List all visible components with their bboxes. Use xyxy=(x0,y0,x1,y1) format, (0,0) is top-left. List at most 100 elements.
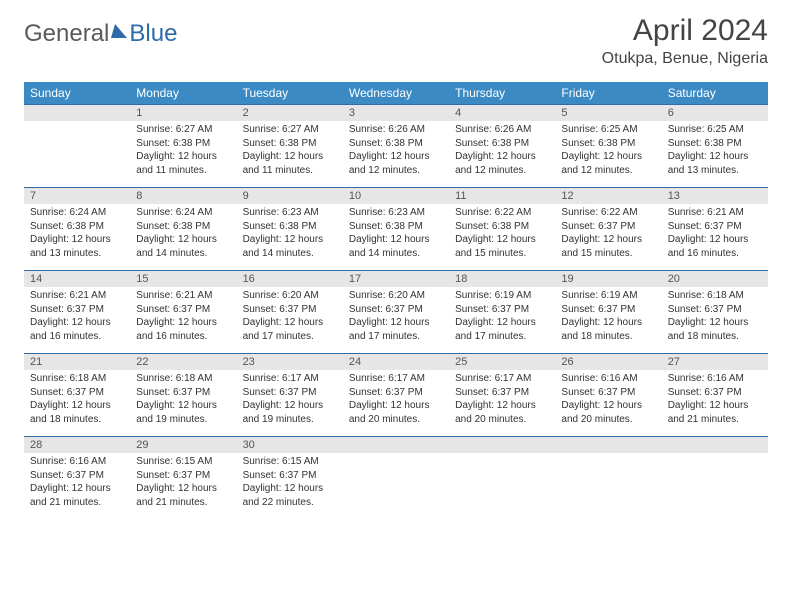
day-cell xyxy=(555,436,661,511)
week-row: 28Sunrise: 6:16 AMSunset: 6:37 PMDayligh… xyxy=(24,436,768,519)
sunrise-text: Sunrise: 6:23 AM xyxy=(349,206,443,220)
daylight-text: Daylight: 12 hours and 14 minutes. xyxy=(349,233,443,260)
sunset-text: Sunset: 6:37 PM xyxy=(136,469,230,483)
day-cell: 17Sunrise: 6:20 AMSunset: 6:37 PMDayligh… xyxy=(343,270,449,353)
date-number: 19 xyxy=(555,271,661,287)
calendar-cell: 25Sunrise: 6:17 AMSunset: 6:37 PMDayligh… xyxy=(449,353,555,436)
day-cell: 5Sunrise: 6:25 AMSunset: 6:38 PMDaylight… xyxy=(555,104,661,187)
day-cell: 14Sunrise: 6:21 AMSunset: 6:37 PMDayligh… xyxy=(24,270,130,353)
day-cell: 3Sunrise: 6:26 AMSunset: 6:38 PMDaylight… xyxy=(343,104,449,187)
daylight-text: Daylight: 12 hours and 11 minutes. xyxy=(243,150,337,177)
sunset-text: Sunset: 6:37 PM xyxy=(349,303,443,317)
daylight-text: Daylight: 12 hours and 20 minutes. xyxy=(561,399,655,426)
sunrise-text: Sunrise: 6:15 AM xyxy=(136,455,230,469)
page-header: General Blue April 2024 Otukpa, Benue, N… xyxy=(24,14,768,68)
day-detail: Sunrise: 6:25 AMSunset: 6:38 PMDaylight:… xyxy=(662,121,768,187)
daylight-text: Daylight: 12 hours and 16 minutes. xyxy=(668,233,762,260)
sunset-text: Sunset: 6:38 PM xyxy=(561,137,655,151)
calendar-cell: 7Sunrise: 6:24 AMSunset: 6:38 PMDaylight… xyxy=(24,187,130,270)
day-cell xyxy=(24,104,130,179)
sunrise-text: Sunrise: 6:27 AM xyxy=(136,123,230,137)
sunset-text: Sunset: 6:37 PM xyxy=(243,469,337,483)
sunset-text: Sunset: 6:37 PM xyxy=(243,303,337,317)
day-cell: 26Sunrise: 6:16 AMSunset: 6:37 PMDayligh… xyxy=(555,353,661,436)
daylight-text: Daylight: 12 hours and 21 minutes. xyxy=(136,482,230,509)
week-row: 7Sunrise: 6:24 AMSunset: 6:38 PMDaylight… xyxy=(24,187,768,270)
day-cell: 8Sunrise: 6:24 AMSunset: 6:38 PMDaylight… xyxy=(130,187,236,270)
day-cell: 20Sunrise: 6:18 AMSunset: 6:37 PMDayligh… xyxy=(662,270,768,353)
sunset-text: Sunset: 6:37 PM xyxy=(668,386,762,400)
sunset-text: Sunset: 6:37 PM xyxy=(668,303,762,317)
calendar-cell: 2Sunrise: 6:27 AMSunset: 6:38 PMDaylight… xyxy=(237,104,343,187)
week-row: 21Sunrise: 6:18 AMSunset: 6:37 PMDayligh… xyxy=(24,353,768,436)
sunrise-text: Sunrise: 6:21 AM xyxy=(136,289,230,303)
day-detail: Sunrise: 6:18 AMSunset: 6:37 PMDaylight:… xyxy=(24,370,130,436)
day-detail: Sunrise: 6:27 AMSunset: 6:38 PMDaylight:… xyxy=(237,121,343,187)
calendar-cell: 11Sunrise: 6:22 AMSunset: 6:38 PMDayligh… xyxy=(449,187,555,270)
sunrise-text: Sunrise: 6:19 AM xyxy=(455,289,549,303)
calendar-cell: 21Sunrise: 6:18 AMSunset: 6:37 PMDayligh… xyxy=(24,353,130,436)
day-cell: 25Sunrise: 6:17 AMSunset: 6:37 PMDayligh… xyxy=(449,353,555,436)
sunrise-text: Sunrise: 6:18 AM xyxy=(668,289,762,303)
calendar-page: General Blue April 2024 Otukpa, Benue, N… xyxy=(0,0,792,533)
sunset-text: Sunset: 6:37 PM xyxy=(30,386,124,400)
sunrise-text: Sunrise: 6:21 AM xyxy=(30,289,124,303)
calendar-cell: 10Sunrise: 6:23 AMSunset: 6:38 PMDayligh… xyxy=(343,187,449,270)
date-number: 25 xyxy=(449,354,555,370)
sunset-text: Sunset: 6:37 PM xyxy=(136,303,230,317)
date-number: 23 xyxy=(237,354,343,370)
sunset-text: Sunset: 6:37 PM xyxy=(136,386,230,400)
day-detail xyxy=(24,121,130,179)
daylight-text: Daylight: 12 hours and 19 minutes. xyxy=(243,399,337,426)
sunset-text: Sunset: 6:38 PM xyxy=(136,220,230,234)
sunset-text: Sunset: 6:38 PM xyxy=(455,220,549,234)
day-cell: 27Sunrise: 6:16 AMSunset: 6:37 PMDayligh… xyxy=(662,353,768,436)
title-block: April 2024 Otukpa, Benue, Nigeria xyxy=(602,14,768,68)
day-cell: 9Sunrise: 6:23 AMSunset: 6:38 PMDaylight… xyxy=(237,187,343,270)
calendar-cell xyxy=(662,436,768,519)
day-header: Wednesday xyxy=(343,82,449,104)
calendar-cell: 15Sunrise: 6:21 AMSunset: 6:37 PMDayligh… xyxy=(130,270,236,353)
date-number: 30 xyxy=(237,437,343,453)
date-number: 22 xyxy=(130,354,236,370)
day-cell: 22Sunrise: 6:18 AMSunset: 6:37 PMDayligh… xyxy=(130,353,236,436)
date-number: 12 xyxy=(555,188,661,204)
day-detail: Sunrise: 6:16 AMSunset: 6:37 PMDaylight:… xyxy=(555,370,661,436)
location-text: Otukpa, Benue, Nigeria xyxy=(602,50,768,68)
date-number: 26 xyxy=(555,354,661,370)
calendar-cell: 13Sunrise: 6:21 AMSunset: 6:37 PMDayligh… xyxy=(662,187,768,270)
daylight-text: Daylight: 12 hours and 14 minutes. xyxy=(136,233,230,260)
date-number: 18 xyxy=(449,271,555,287)
daylight-text: Daylight: 12 hours and 14 minutes. xyxy=(243,233,337,260)
date-number: 28 xyxy=(24,437,130,453)
sunset-text: Sunset: 6:37 PM xyxy=(455,303,549,317)
day-detail: Sunrise: 6:19 AMSunset: 6:37 PMDaylight:… xyxy=(449,287,555,353)
day-detail: Sunrise: 6:16 AMSunset: 6:37 PMDaylight:… xyxy=(24,453,130,519)
month-title: April 2024 xyxy=(602,14,768,48)
date-number: 13 xyxy=(662,188,768,204)
sunset-text: Sunset: 6:37 PM xyxy=(561,386,655,400)
day-cell: 28Sunrise: 6:16 AMSunset: 6:37 PMDayligh… xyxy=(24,436,130,519)
logo: General Blue xyxy=(24,20,177,48)
day-detail: Sunrise: 6:25 AMSunset: 6:38 PMDaylight:… xyxy=(555,121,661,187)
day-detail: Sunrise: 6:27 AMSunset: 6:38 PMDaylight:… xyxy=(130,121,236,187)
sunrise-text: Sunrise: 6:25 AM xyxy=(561,123,655,137)
day-cell xyxy=(662,436,768,511)
day-cell: 16Sunrise: 6:20 AMSunset: 6:37 PMDayligh… xyxy=(237,270,343,353)
daylight-text: Daylight: 12 hours and 21 minutes. xyxy=(668,399,762,426)
calendar-cell xyxy=(555,436,661,519)
calendar-cell: 30Sunrise: 6:15 AMSunset: 6:37 PMDayligh… xyxy=(237,436,343,519)
calendar-cell: 27Sunrise: 6:16 AMSunset: 6:37 PMDayligh… xyxy=(662,353,768,436)
sunrise-text: Sunrise: 6:20 AM xyxy=(349,289,443,303)
daylight-text: Daylight: 12 hours and 12 minutes. xyxy=(349,150,443,177)
day-detail: Sunrise: 6:21 AMSunset: 6:37 PMDaylight:… xyxy=(130,287,236,353)
sunrise-text: Sunrise: 6:15 AM xyxy=(243,455,337,469)
sunset-text: Sunset: 6:37 PM xyxy=(30,469,124,483)
daylight-text: Daylight: 12 hours and 12 minutes. xyxy=(561,150,655,177)
sunrise-text: Sunrise: 6:18 AM xyxy=(136,372,230,386)
day-header: Sunday xyxy=(24,82,130,104)
date-number: 11 xyxy=(449,188,555,204)
day-detail: Sunrise: 6:18 AMSunset: 6:37 PMDaylight:… xyxy=(130,370,236,436)
day-detail: Sunrise: 6:18 AMSunset: 6:37 PMDaylight:… xyxy=(662,287,768,353)
day-detail: Sunrise: 6:15 AMSunset: 6:37 PMDaylight:… xyxy=(237,453,343,519)
